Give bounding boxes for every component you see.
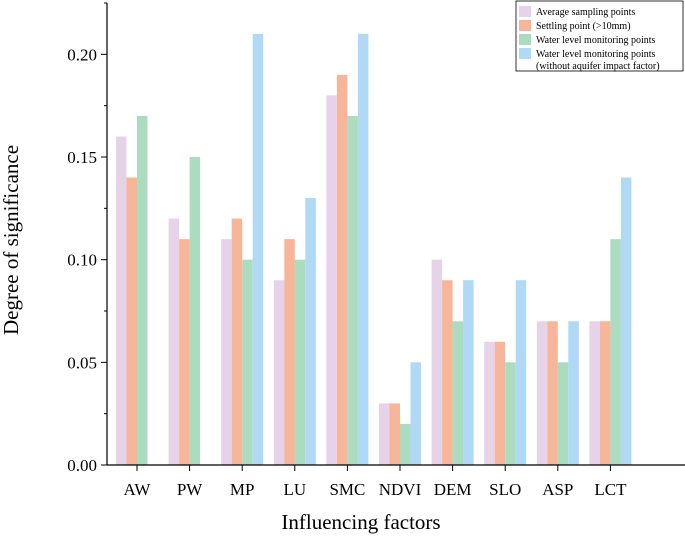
x-tick-label: SMC [329, 480, 365, 499]
bar-asp-series-3 [557, 362, 569, 465]
legend: Average sampling points Settling point (>… [515, 0, 684, 72]
bar-slo-series-4 [515, 280, 527, 465]
x-tick-label: SLO [489, 480, 521, 499]
y-tick-label: 0.20 [67, 45, 97, 64]
bar-asp-series-1 [536, 321, 548, 465]
y-tick-label: 0.00 [67, 456, 97, 475]
bar-smc-series-1 [326, 95, 337, 466]
bar-dem-series-1 [431, 259, 443, 465]
bar-lct-series-2 [599, 321, 611, 465]
x-tick-label: AW [124, 480, 152, 499]
axes-group [106, 3, 685, 466]
bar-aw-series-3 [137, 115, 148, 466]
bar-lu-series-3 [294, 259, 306, 465]
bar-dem-series-3 [452, 321, 464, 465]
y-tick-label: 0.10 [67, 251, 97, 270]
legend-box [515, 0, 684, 72]
bar-lu-series-4 [305, 198, 316, 465]
bar-mp-series-1 [221, 239, 232, 465]
legend-label-3: Water level monitoring points [536, 35, 656, 46]
x-axis-title: Influencing factors [281, 510, 440, 534]
x-tick-label: NDVI [379, 480, 422, 499]
bar-asp-series-4 [568, 321, 579, 465]
bar-smc-series-2 [336, 74, 348, 466]
bar-pw-series-1 [168, 218, 180, 465]
legend-swatch-4 [519, 48, 531, 59]
bar-lct-series-4 [620, 177, 632, 465]
bar-mp-series-3 [242, 259, 253, 465]
bar-lct-series-3 [610, 239, 621, 465]
bar-asp-series-2 [547, 321, 558, 465]
bar-lu-series-2 [284, 239, 295, 465]
y-tick-label: 0.15 [67, 148, 97, 167]
x-tick-label: MP [230, 480, 255, 499]
x-tick-label: DEM [434, 480, 472, 499]
bar-slo-series-2 [494, 341, 506, 465]
bar-ndvi-series-4 [410, 362, 421, 465]
legend-label-4-line2: (without aquifer impact factor) [536, 61, 660, 72]
bar-mp-series-4 [252, 33, 264, 466]
bar-lu-series-1 [273, 280, 285, 465]
y-axis-title: Degree of significance [0, 145, 23, 335]
bar-aw-series-2 [126, 177, 137, 465]
bar-smc-series-4 [357, 33, 369, 466]
bar-aw-series-1 [116, 136, 127, 465]
bar-ndvi-series-3 [400, 423, 411, 465]
bar-lct-series-1 [589, 321, 600, 465]
x-tick-label: PW [177, 480, 203, 499]
bar-slo-series-3 [505, 362, 516, 465]
legend-label-2: Settling point (>10mm) [536, 21, 631, 32]
bar-dem-series-2 [442, 280, 453, 465]
bar-smc-series-3 [347, 115, 358, 466]
y-tick-label: 0.05 [67, 353, 97, 372]
bar-ndvi-series-1 [379, 403, 390, 465]
legend-swatch-1 [519, 6, 531, 17]
bars-group [116, 33, 632, 466]
x-tick-label: ASP [542, 480, 573, 499]
legend-label-1: Average sampling points [536, 7, 635, 18]
bar-pw-series-3 [189, 157, 201, 465]
bar-dem-series-4 [463, 280, 474, 465]
x-tick-label: LU [283, 480, 306, 499]
legend-swatch-2 [519, 20, 531, 31]
ticks-group: AW PW MP LU SMC NDVI DEM SLO ASP LCT 0.00 0.05 0.10 0… [67, 2, 627, 499]
legend-label-4: Water level monitoring points [536, 49, 656, 60]
x-tick-label: LCT [594, 480, 627, 499]
bar-pw-series-2 [179, 239, 190, 465]
legend-swatch-3 [519, 34, 531, 45]
bar-ndvi-series-2 [389, 403, 400, 465]
bar-mp-series-2 [231, 218, 243, 465]
bar-slo-series-1 [484, 341, 495, 465]
